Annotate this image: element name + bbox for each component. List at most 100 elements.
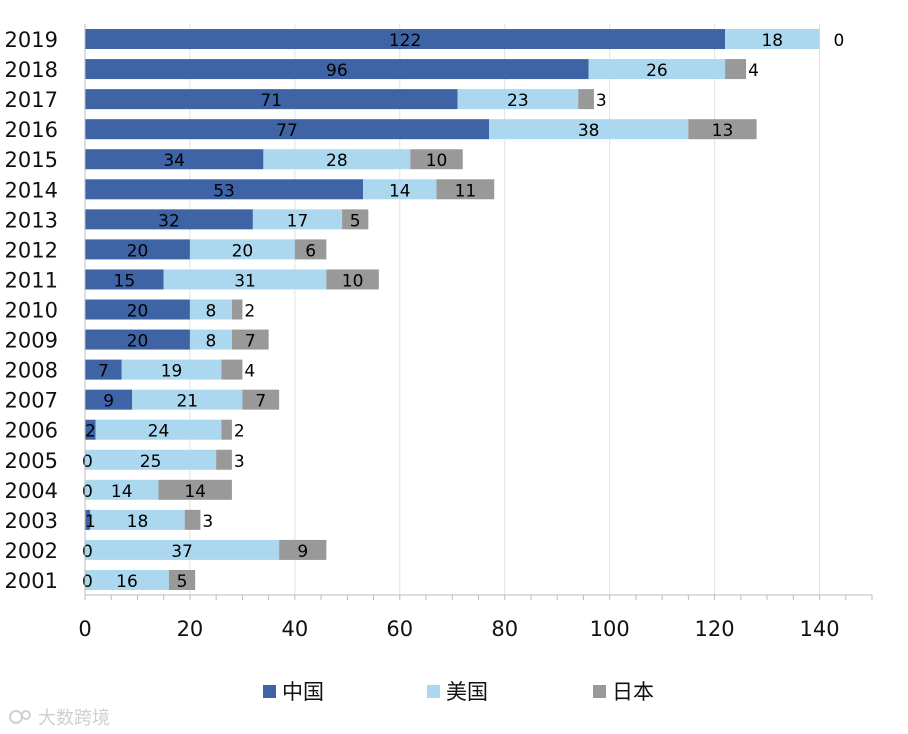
value-label-japan: 6 <box>305 241 316 261</box>
legend-label-usa: 美国 <box>446 680 488 704</box>
y-tick-label: 2019 <box>5 28 58 52</box>
bar-china <box>85 29 726 50</box>
x-tick-label: 0 <box>78 617 91 641</box>
y-tick-label: 2013 <box>5 208 58 232</box>
value-label-japan: 10 <box>342 271 364 291</box>
bar-japan <box>221 359 243 380</box>
bar-japan <box>158 479 232 500</box>
bar-usa <box>189 239 295 260</box>
bar-japan <box>342 209 369 230</box>
bar-usa <box>85 479 159 500</box>
watermark-text: 大数跨境 <box>38 708 110 729</box>
value-label-japan: 0 <box>834 31 845 51</box>
value-label-japan: 4 <box>244 362 255 382</box>
bar-japan <box>294 239 327 260</box>
value-label-japan: 10 <box>426 151 448 171</box>
bar-usa <box>457 89 579 110</box>
y-tick-label: 2001 <box>5 569 58 593</box>
legend-swatch-japan <box>593 684 606 698</box>
value-label-japan: 7 <box>255 392 266 412</box>
value-label-china: 7 <box>98 362 109 382</box>
y-tick-label: 2004 <box>5 479 58 503</box>
bar-japan <box>326 269 379 290</box>
bar-china <box>85 509 91 530</box>
x-tick-label: 100 <box>590 617 630 641</box>
legend-swatch-usa <box>427 684 440 698</box>
x-tick-label: 80 <box>491 617 518 641</box>
y-tick-label: 2006 <box>5 419 58 443</box>
value-label-china: 0 <box>82 572 93 592</box>
value-label-usa: 23 <box>507 91 529 111</box>
bar-usa <box>189 329 232 350</box>
value-label-japan: 5 <box>350 211 361 231</box>
bar-japan <box>688 119 757 140</box>
y-tick-label: 2008 <box>5 359 58 383</box>
x-axis: 0 20 40 60 80 100 120 140 <box>78 24 873 641</box>
bar-usa <box>488 119 689 140</box>
value-label-japan: 13 <box>712 121 734 141</box>
bar-china <box>85 269 164 290</box>
bar-china <box>85 239 190 260</box>
watermark: 大数跨境 <box>8 704 110 730</box>
value-label-japan: 7 <box>245 332 256 352</box>
value-label-usa: 38 <box>578 121 600 141</box>
value-label-japan: 3 <box>234 452 245 472</box>
legend-label-japan: 日本 <box>612 680 654 704</box>
value-label-china: 20 <box>127 241 149 261</box>
value-label-usa: 28 <box>326 151 348 171</box>
x-tick-label: 140 <box>799 617 839 641</box>
bar-usa <box>189 299 232 320</box>
value-label-usa: 8 <box>206 302 217 322</box>
value-label-japan: 4 <box>748 61 759 81</box>
value-label-japan: 14 <box>184 482 206 502</box>
x-tick-label: 40 <box>281 617 308 641</box>
bar-japan <box>410 149 463 170</box>
bar-japan <box>231 329 269 350</box>
bar-usa <box>90 509 185 530</box>
bar-japan <box>184 509 201 530</box>
bar-japan <box>578 89 594 110</box>
legend-item-japan: 日本 <box>593 676 654 706</box>
bar-china <box>85 179 364 200</box>
bar-china <box>85 59 589 80</box>
bar-usa <box>363 179 437 200</box>
value-label-china: 0 <box>82 542 93 562</box>
bar-japan <box>231 299 243 320</box>
value-label-china: 34 <box>163 151 185 171</box>
x-tick-label: 60 <box>386 617 413 641</box>
bar-usa <box>85 569 169 590</box>
value-label-usa: 8 <box>206 332 217 352</box>
legend: 中国 美国 日本 <box>0 676 908 712</box>
value-label-usa: 37 <box>171 542 193 562</box>
bar-china <box>85 209 253 230</box>
bar-japan <box>436 179 495 200</box>
value-label-japan: 5 <box>177 572 188 592</box>
value-label-china: 0 <box>82 452 93 472</box>
bar-usa <box>163 269 327 290</box>
value-label-china: 20 <box>127 332 149 352</box>
value-label-usa: 16 <box>116 572 138 592</box>
value-label-japan: 2 <box>244 302 255 322</box>
value-label-japan: 2 <box>234 422 245 442</box>
bar-china <box>85 299 190 320</box>
value-label-china: 71 <box>260 91 282 111</box>
value-label-usa: 21 <box>176 392 198 412</box>
value-label-china: 77 <box>276 121 298 141</box>
y-tick-label: 2017 <box>5 88 58 112</box>
value-label-usa: 17 <box>287 211 309 231</box>
y-tick-label: 2016 <box>5 118 58 142</box>
bar-china <box>85 389 133 410</box>
bar-china <box>85 119 489 140</box>
value-label-china: 122 <box>389 31 421 51</box>
x-tick-label: 120 <box>695 617 735 641</box>
legend-item-usa: 美国 <box>427 676 488 706</box>
bar-china <box>85 329 190 350</box>
bar-usa <box>725 29 820 50</box>
bar-japan <box>221 419 232 440</box>
value-label-china: 53 <box>213 181 235 201</box>
grid-lines <box>189 24 821 595</box>
y-tick-label: 2005 <box>5 449 58 473</box>
bar-japan <box>216 449 232 470</box>
x-tick-label: 20 <box>177 617 204 641</box>
